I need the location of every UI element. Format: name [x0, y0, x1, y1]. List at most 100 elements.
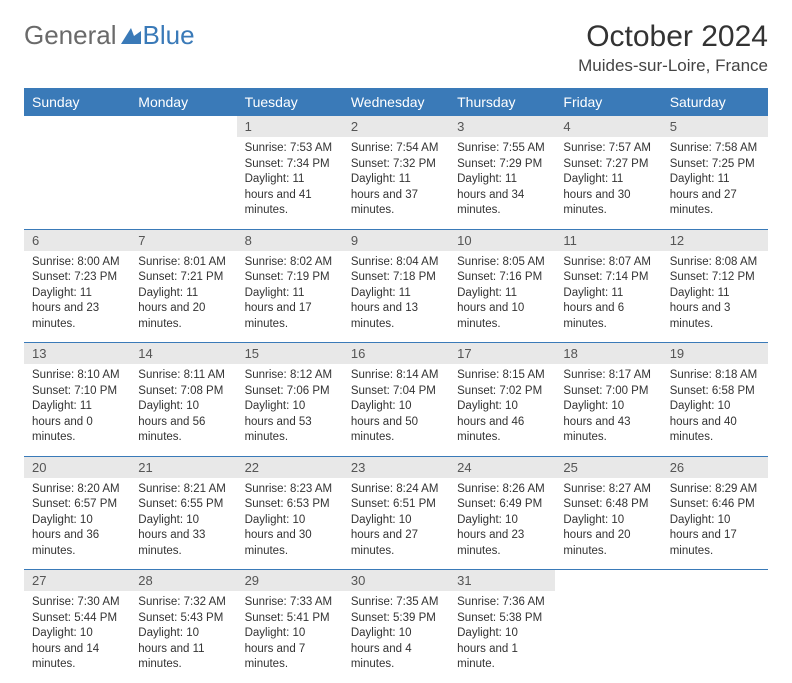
sunrise-text: Sunrise: 8:14 AM — [351, 368, 441, 384]
day-cell: Sunrise: 8:02 AMSunset: 7:19 PMDaylight:… — [237, 251, 343, 343]
day-cell: Sunrise: 8:04 AMSunset: 7:18 PMDaylight:… — [343, 251, 449, 343]
daylight-text: Daylight: 10 hours and 43 minutes. — [563, 399, 653, 446]
daylight-text: Daylight: 11 hours and 37 minutes. — [351, 172, 441, 219]
sunset-text: Sunset: 5:41 PM — [245, 611, 335, 627]
daylight-text: Daylight: 11 hours and 0 minutes. — [32, 399, 122, 446]
day-number-row: 6789101112 — [24, 229, 768, 251]
day-header: Thursday — [449, 88, 555, 116]
day-cell — [555, 591, 661, 683]
sunset-text: Sunset: 5:44 PM — [32, 611, 122, 627]
day-info-row: Sunrise: 8:00 AMSunset: 7:23 PMDaylight:… — [24, 251, 768, 343]
day-number: 20 — [24, 456, 130, 478]
day-number: 18 — [555, 343, 661, 365]
day-cell: Sunrise: 8:05 AMSunset: 7:16 PMDaylight:… — [449, 251, 555, 343]
sunset-text: Sunset: 7:25 PM — [670, 157, 760, 173]
sunset-text: Sunset: 5:39 PM — [351, 611, 441, 627]
day-number: 30 — [343, 570, 449, 592]
day-number: 11 — [555, 229, 661, 251]
daylight-text: Daylight: 11 hours and 13 minutes. — [351, 286, 441, 333]
sunrise-text: Sunrise: 7:54 AM — [351, 141, 441, 157]
day-header: Tuesday — [237, 88, 343, 116]
day-cell: Sunrise: 7:55 AMSunset: 7:29 PMDaylight:… — [449, 137, 555, 229]
day-cell: Sunrise: 8:18 AMSunset: 6:58 PMDaylight:… — [662, 364, 768, 456]
day-number: 10 — [449, 229, 555, 251]
logo-text-1: General — [24, 20, 117, 51]
page-header: General Blue October 2024 Muides-sur-Loi… — [24, 20, 768, 76]
daylight-text: Daylight: 10 hours and 50 minutes. — [351, 399, 441, 446]
daylight-text: Daylight: 10 hours and 27 minutes. — [351, 513, 441, 560]
daylight-text: Daylight: 11 hours and 34 minutes. — [457, 172, 547, 219]
sunrise-text: Sunrise: 8:18 AM — [670, 368, 760, 384]
month-title: October 2024 — [578, 20, 768, 54]
day-number: 21 — [130, 456, 236, 478]
day-header: Sunday — [24, 88, 130, 116]
day-cell: Sunrise: 8:21 AMSunset: 6:55 PMDaylight:… — [130, 478, 236, 570]
day-cell: Sunrise: 8:10 AMSunset: 7:10 PMDaylight:… — [24, 364, 130, 456]
day-info-row: Sunrise: 7:53 AMSunset: 7:34 PMDaylight:… — [24, 137, 768, 229]
sunset-text: Sunset: 6:57 PM — [32, 497, 122, 513]
day-number-row: 2728293031 — [24, 570, 768, 592]
sunset-text: Sunset: 6:53 PM — [245, 497, 335, 513]
daylight-text: Daylight: 10 hours and 4 minutes. — [351, 626, 441, 673]
sunset-text: Sunset: 7:00 PM — [563, 384, 653, 400]
day-cell: Sunrise: 8:29 AMSunset: 6:46 PMDaylight:… — [662, 478, 768, 570]
day-cell — [130, 137, 236, 229]
daylight-text: Daylight: 10 hours and 14 minutes. — [32, 626, 122, 673]
day-number: 17 — [449, 343, 555, 365]
daylight-text: Daylight: 11 hours and 3 minutes. — [670, 286, 760, 333]
sunrise-text: Sunrise: 8:11 AM — [138, 368, 228, 384]
day-cell: Sunrise: 8:26 AMSunset: 6:49 PMDaylight:… — [449, 478, 555, 570]
day-cell — [24, 137, 130, 229]
sunset-text: Sunset: 7:19 PM — [245, 270, 335, 286]
sunset-text: Sunset: 6:58 PM — [670, 384, 760, 400]
day-number: 15 — [237, 343, 343, 365]
sunrise-text: Sunrise: 7:32 AM — [138, 595, 228, 611]
day-number: 1 — [237, 116, 343, 137]
daylight-text: Daylight: 10 hours and 36 minutes. — [32, 513, 122, 560]
day-cell: Sunrise: 8:27 AMSunset: 6:48 PMDaylight:… — [555, 478, 661, 570]
sunset-text: Sunset: 7:08 PM — [138, 384, 228, 400]
day-number: 16 — [343, 343, 449, 365]
sunset-text: Sunset: 7:27 PM — [563, 157, 653, 173]
day-number: 29 — [237, 570, 343, 592]
day-info-row: Sunrise: 8:10 AMSunset: 7:10 PMDaylight:… — [24, 364, 768, 456]
day-cell: Sunrise: 7:58 AMSunset: 7:25 PMDaylight:… — [662, 137, 768, 229]
daylight-text: Daylight: 11 hours and 30 minutes. — [563, 172, 653, 219]
daylight-text: Daylight: 10 hours and 46 minutes. — [457, 399, 547, 446]
sunset-text: Sunset: 7:12 PM — [670, 270, 760, 286]
sunset-text: Sunset: 7:14 PM — [563, 270, 653, 286]
daylight-text: Daylight: 11 hours and 10 minutes. — [457, 286, 547, 333]
day-number — [662, 570, 768, 592]
day-number: 31 — [449, 570, 555, 592]
daylight-text: Daylight: 10 hours and 56 minutes. — [138, 399, 228, 446]
daylight-text: Daylight: 11 hours and 41 minutes. — [245, 172, 335, 219]
location-label: Muides-sur-Loire, France — [578, 56, 768, 76]
day-number: 4 — [555, 116, 661, 137]
day-cell: Sunrise: 7:35 AMSunset: 5:39 PMDaylight:… — [343, 591, 449, 683]
day-number: 2 — [343, 116, 449, 137]
day-cell: Sunrise: 8:15 AMSunset: 7:02 PMDaylight:… — [449, 364, 555, 456]
sunset-text: Sunset: 7:23 PM — [32, 270, 122, 286]
day-cell: Sunrise: 8:23 AMSunset: 6:53 PMDaylight:… — [237, 478, 343, 570]
sunset-text: Sunset: 7:29 PM — [457, 157, 547, 173]
sunrise-text: Sunrise: 8:29 AM — [670, 482, 760, 498]
day-number: 7 — [130, 229, 236, 251]
day-info-row: Sunrise: 7:30 AMSunset: 5:44 PMDaylight:… — [24, 591, 768, 683]
sunset-text: Sunset: 5:38 PM — [457, 611, 547, 627]
sunrise-text: Sunrise: 8:24 AM — [351, 482, 441, 498]
sunset-text: Sunset: 7:18 PM — [351, 270, 441, 286]
logo-text-2: Blue — [143, 20, 195, 51]
day-number: 28 — [130, 570, 236, 592]
calendar-table: Sunday Monday Tuesday Wednesday Thursday… — [24, 88, 768, 683]
day-number: 8 — [237, 229, 343, 251]
day-cell: Sunrise: 8:20 AMSunset: 6:57 PMDaylight:… — [24, 478, 130, 570]
day-number: 14 — [130, 343, 236, 365]
sunset-text: Sunset: 7:02 PM — [457, 384, 547, 400]
daylight-text: Daylight: 11 hours and 20 minutes. — [138, 286, 228, 333]
sunrise-text: Sunrise: 8:01 AM — [138, 255, 228, 271]
sunrise-text: Sunrise: 8:23 AM — [245, 482, 335, 498]
sunrise-text: Sunrise: 8:12 AM — [245, 368, 335, 384]
day-cell: Sunrise: 8:07 AMSunset: 7:14 PMDaylight:… — [555, 251, 661, 343]
sunrise-text: Sunrise: 8:17 AM — [563, 368, 653, 384]
daylight-text: Daylight: 10 hours and 40 minutes. — [670, 399, 760, 446]
